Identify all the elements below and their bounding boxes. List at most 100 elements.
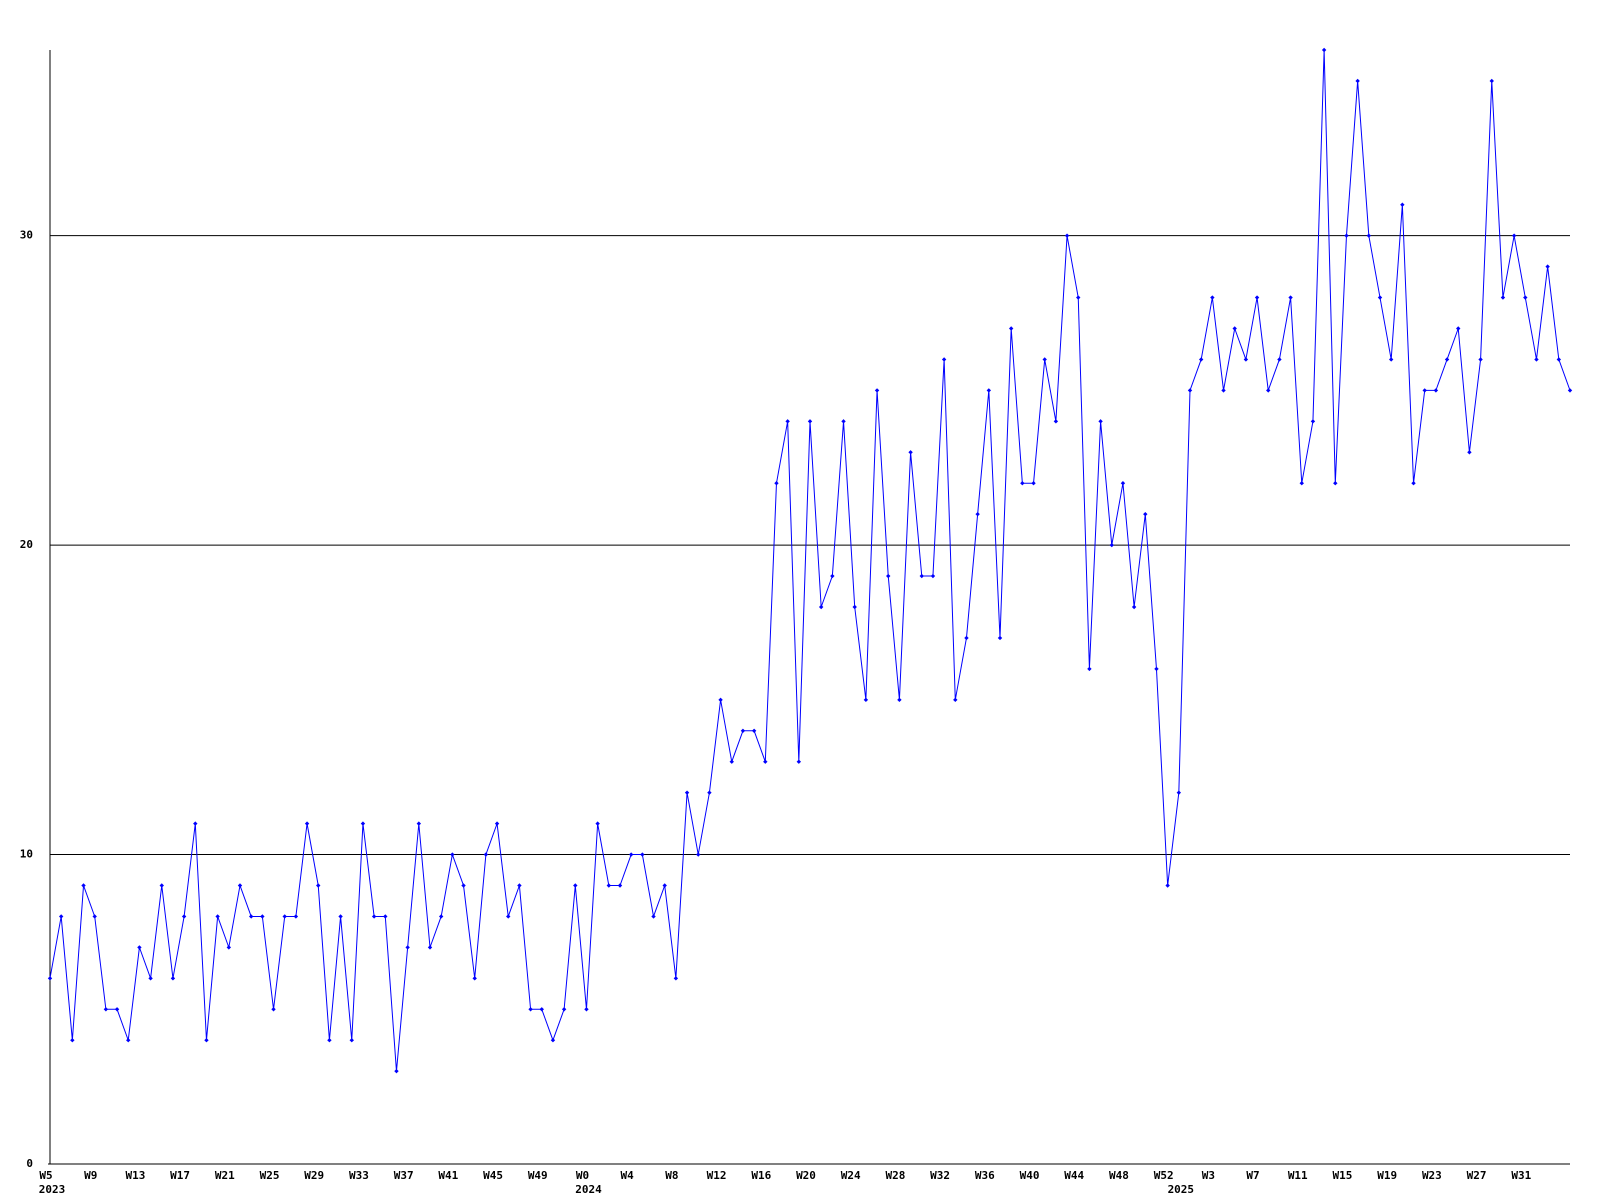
data-point — [1288, 295, 1293, 300]
x-tick-label: W19 — [1377, 1169, 1397, 1182]
data-point — [427, 945, 433, 950]
data-point — [941, 357, 947, 362]
x-tick-label: W41 — [438, 1169, 458, 1182]
data-point — [673, 976, 679, 981]
data-point — [148, 976, 153, 981]
data-point — [1020, 481, 1025, 486]
data-point — [58, 914, 64, 919]
data-point — [1198, 357, 1204, 362]
x-tick-label: W7 — [1246, 1169, 1259, 1182]
data-point — [1321, 47, 1327, 53]
data-point — [1310, 419, 1316, 424]
x-tick-label: W4 — [621, 1169, 635, 1182]
data-point — [1377, 295, 1383, 300]
data-point — [975, 511, 980, 517]
data-point — [785, 419, 790, 424]
data-point — [1277, 357, 1282, 362]
x-tick-label: W16 — [751, 1169, 771, 1182]
data-point — [964, 635, 969, 641]
data-point — [103, 1007, 109, 1012]
data-point — [271, 1007, 276, 1012]
data-point — [1165, 883, 1170, 888]
data-point — [763, 759, 768, 764]
data-point — [1098, 419, 1103, 424]
data-point — [1456, 326, 1461, 331]
x-tick-label: W0 — [576, 1169, 589, 1182]
data-point — [997, 635, 1003, 641]
x-tick-label: W17 — [170, 1169, 190, 1182]
data-point — [304, 821, 310, 826]
x-tick-label: W36 — [975, 1169, 995, 1182]
x-tick-label: W48 — [1109, 1169, 1129, 1182]
data-point — [461, 883, 466, 888]
data-point — [293, 914, 299, 919]
data-point — [718, 697, 723, 703]
data-point — [1523, 295, 1528, 300]
data-point — [573, 883, 578, 888]
data-point — [170, 976, 176, 981]
x-tick-label: W31 — [1511, 1169, 1531, 1182]
x-year-label: 2024 — [575, 1183, 602, 1196]
data-point — [863, 697, 869, 703]
data-point — [606, 883, 612, 888]
y-tick-label: 20 — [20, 538, 33, 551]
data-point — [159, 883, 164, 888]
data-point — [1400, 202, 1405, 207]
x-tick-label: W15 — [1333, 1169, 1353, 1182]
data-point — [919, 573, 924, 579]
data-point — [517, 883, 522, 888]
data-point — [1333, 481, 1338, 486]
y-tick-label: 0 — [26, 1157, 33, 1170]
data-point — [472, 976, 477, 981]
data-point — [707, 790, 712, 795]
x-tick-label: W8 — [665, 1169, 678, 1182]
data-point — [327, 1038, 332, 1043]
data-point — [1042, 357, 1047, 362]
data-point — [1254, 295, 1260, 300]
x-tick-label: W45 — [483, 1169, 503, 1182]
data-point — [640, 852, 645, 857]
data-point — [114, 1007, 120, 1012]
x-tick-label: W32 — [930, 1169, 950, 1182]
data-point — [483, 852, 489, 857]
data-point — [215, 914, 220, 919]
y-tick-label: 10 — [20, 848, 33, 861]
data-point — [506, 914, 511, 919]
data-point — [1511, 233, 1517, 238]
data-point — [617, 883, 623, 888]
data-point — [349, 1038, 354, 1043]
data-point — [81, 883, 86, 888]
data-point — [92, 914, 97, 919]
data-point — [796, 759, 802, 764]
data-point — [807, 419, 813, 424]
data-point — [774, 481, 779, 486]
data-point — [897, 697, 902, 703]
data-point — [47, 976, 53, 981]
data-point — [561, 1007, 567, 1012]
data-point — [1243, 357, 1249, 362]
data-point — [841, 419, 846, 424]
data-point — [394, 1068, 399, 1074]
x-tick-label: W24 — [841, 1169, 861, 1182]
x-year-label: 2025 — [1168, 1183, 1195, 1196]
data-point — [628, 852, 634, 857]
data-point — [1478, 357, 1483, 362]
data-point — [651, 914, 656, 919]
x-tick-label: W33 — [349, 1169, 369, 1182]
data-point — [696, 852, 701, 857]
data-point — [1567, 388, 1573, 393]
data-point — [539, 1007, 544, 1012]
data-point — [383, 914, 388, 919]
data-point — [528, 1007, 533, 1012]
data-point — [360, 821, 366, 826]
data-point — [1053, 419, 1059, 424]
data-point — [1467, 450, 1472, 455]
data-point — [1422, 388, 1427, 393]
data-point — [1433, 388, 1439, 393]
x-tick-label: W20 — [796, 1169, 816, 1182]
data-point — [1545, 264, 1550, 269]
data-point — [1344, 233, 1349, 238]
x-tick-label: W49 — [528, 1169, 548, 1182]
data-point — [729, 759, 734, 764]
